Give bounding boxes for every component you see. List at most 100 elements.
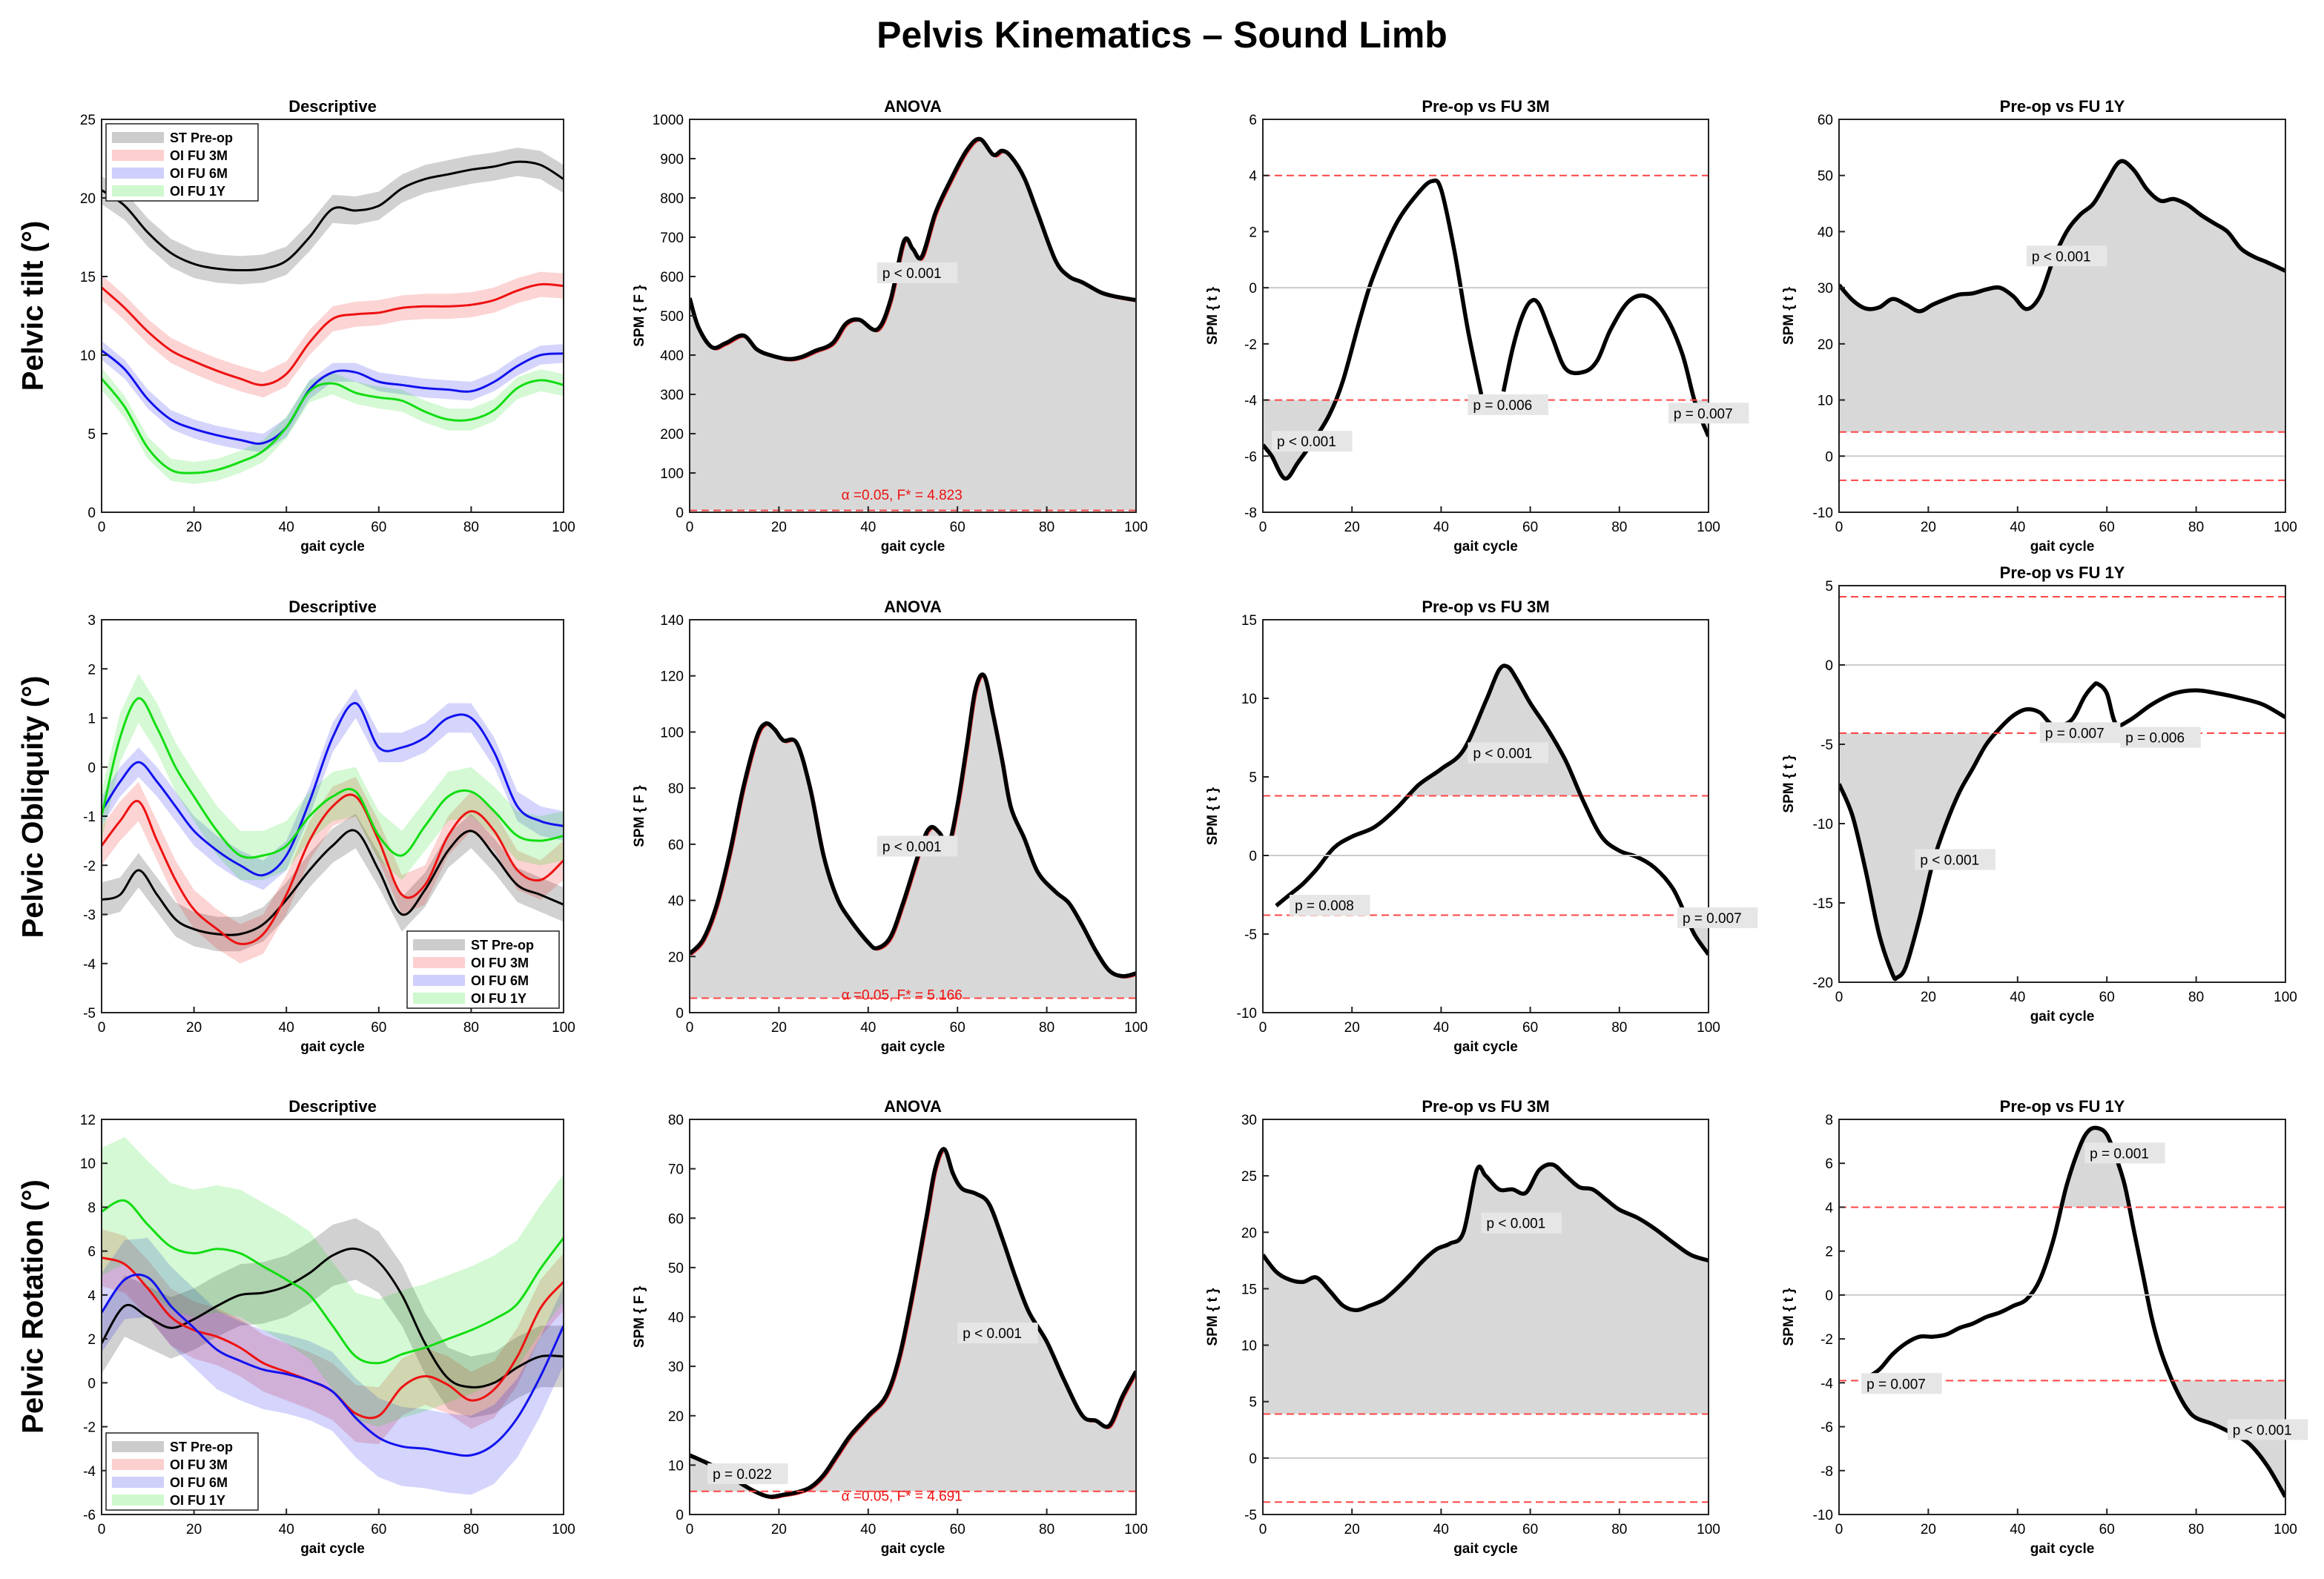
axes-frame xyxy=(689,619,1137,1013)
y-tick-label: 40 xyxy=(1818,225,1833,240)
y-tick-label: 0 xyxy=(1825,658,1833,674)
y-tick-label: 10 xyxy=(80,1156,96,1172)
x-axis-label: gait cycle xyxy=(300,1541,365,1557)
x-tick-label: 80 xyxy=(2188,990,2204,1005)
legend-entry: OI FU 3M xyxy=(170,148,228,163)
chart-rot_1y: Pre-op vs FU 1Y 0 20 40 60 80 100 -10 -8 -6 -4 -2 0 2… xyxy=(1781,1097,2308,1557)
y-tick-label: 0 xyxy=(1825,449,1833,465)
plot-content xyxy=(102,1136,564,1495)
p-value-label: p = 0.006 xyxy=(1468,394,1548,415)
x-tick-label: 40 xyxy=(1433,1020,1449,1036)
y-tick-label: 60 xyxy=(1818,113,1833,128)
spm-curve xyxy=(1839,681,2285,982)
y-tick-label: 900 xyxy=(660,152,684,168)
y-tick-label: -8 xyxy=(1820,1464,1833,1480)
y-tick-label: -5 xyxy=(1244,1508,1257,1523)
x-tick-label: 60 xyxy=(2099,990,2115,1005)
p-value-box xyxy=(2227,1419,2308,1440)
x-tick-label: 40 xyxy=(860,1522,876,1537)
x-tick-label: 100 xyxy=(1124,1020,1148,1036)
y-tick-label: 0 xyxy=(676,1508,684,1523)
y-tick-label: 40 xyxy=(668,894,684,910)
legend-entry: OI FU 6M xyxy=(170,166,228,181)
y-tick-label: 30 xyxy=(1241,1113,1257,1128)
y-tick-label: -3 xyxy=(83,908,96,924)
legend-swatch xyxy=(112,1477,164,1488)
plot-content xyxy=(102,673,564,964)
x-tick-label: 40 xyxy=(1433,1522,1449,1537)
y-tick-label: 5 xyxy=(88,427,96,443)
p-value-label: p < 0.001 xyxy=(1915,849,1995,870)
x-tick-label: 60 xyxy=(371,1522,386,1537)
chart-title: Pre-op vs FU 1Y xyxy=(2000,563,2125,582)
x-tick-label: 60 xyxy=(950,1522,965,1537)
y-tick-label: 0 xyxy=(1249,281,1257,297)
x-tick-label: 60 xyxy=(371,1020,386,1036)
chart-title: Pre-op vs FU 3M xyxy=(1422,1097,1549,1116)
x-axis-label: gait cycle xyxy=(300,1039,365,1055)
p-value-box xyxy=(1481,1212,1562,1234)
x-tick-label: 80 xyxy=(1039,1020,1054,1036)
y-tick-label: -10 xyxy=(1813,1508,1833,1523)
y-axis-label: SPM { F } xyxy=(632,785,647,847)
axes-frame xyxy=(1262,119,1709,513)
y-tick-label: 20 xyxy=(668,1409,684,1425)
p-value-text: p = 0.008 xyxy=(1295,898,1354,914)
x-tick-label: 100 xyxy=(1697,1522,1720,1537)
p-value-box xyxy=(1290,895,1370,916)
x-tick-label: 80 xyxy=(1611,520,1627,535)
x-tick-label: 80 xyxy=(1039,1522,1054,1537)
y-axis-label: SPM { t } xyxy=(1781,286,1797,345)
y-tick-label: -1 xyxy=(83,810,96,825)
x-axis-label: gait cycle xyxy=(881,1541,945,1557)
plot-content xyxy=(690,136,1136,512)
suprathreshold-cluster-0 xyxy=(1408,666,1709,955)
x-tick-label: 0 xyxy=(1259,1522,1267,1537)
y-tick-label: 20 xyxy=(1241,1225,1257,1241)
plot-area xyxy=(1263,620,1709,1013)
plot-area xyxy=(1839,1119,2285,1515)
p-value-text: p < 0.001 xyxy=(882,839,942,855)
suprathreshold-cluster-0 xyxy=(1839,161,2285,432)
chart-title: Pre-op vs FU 3M xyxy=(1422,597,1549,616)
sd-band-oi-fu-1y xyxy=(102,1136,564,1427)
series-line-oi-fu-1y xyxy=(102,377,564,474)
p-value-text: p < 0.001 xyxy=(1920,853,1979,869)
y-tick-label: 60 xyxy=(668,838,684,853)
y-tick-label: 0 xyxy=(88,761,96,776)
legend-swatch xyxy=(413,975,465,986)
p-value-label: p < 0.001 xyxy=(2026,245,2107,267)
figure-title: Pelvis Kinematics – Sound Limb xyxy=(877,14,1447,56)
legend: ST Pre-op OI FU 3M OI FU 6M OI FU 1Y xyxy=(105,1432,259,1511)
axes-frame xyxy=(1838,585,2286,983)
x-axis-label: gait cycle xyxy=(2030,1009,2095,1024)
y-tick-label: -5 xyxy=(1820,738,1833,753)
y-tick-label: 70 xyxy=(668,1162,684,1178)
suprathreshold-cluster-0 xyxy=(690,675,1136,999)
y-tick-label: 6 xyxy=(1249,113,1257,128)
chart-obliq_1y: Pre-op vs FU 1Y 0 20 40 60 80 100 -20 -15 -10 -5 0 5… xyxy=(1781,563,2297,1024)
chart-tilt_desc: Descriptive 0 20 40 60 80 100 0 5 10 15 20 25 gait cy… xyxy=(80,97,575,555)
p-value-box xyxy=(957,1323,1038,1344)
p-value-text: p < 0.001 xyxy=(1473,746,1532,761)
y-tick-label: 30 xyxy=(1818,281,1833,297)
y-tick-label: 60 xyxy=(668,1211,684,1227)
y-tick-label: -5 xyxy=(83,1006,96,1022)
x-tick-label: 0 xyxy=(1835,1522,1843,1537)
legend-swatch xyxy=(112,185,164,196)
y-tick-label: 3 xyxy=(88,613,96,629)
x-tick-label: 20 xyxy=(771,520,787,535)
y-tick-label: 0 xyxy=(88,1376,96,1391)
sd-band-st-pre-op xyxy=(102,1218,564,1418)
y-tick-label: 80 xyxy=(668,781,684,797)
y-tick-label: 1 xyxy=(88,712,96,727)
y-tick-label: -2 xyxy=(83,1420,96,1436)
p-value-text: p = 0.006 xyxy=(1473,398,1532,414)
x-axis-label: gait cycle xyxy=(881,539,945,555)
y-tick-label: -4 xyxy=(1244,394,1257,409)
x-tick-label: 80 xyxy=(1611,1020,1627,1036)
p-value-box xyxy=(1468,394,1548,415)
y-tick-label: 50 xyxy=(668,1261,684,1277)
x-tick-label: 20 xyxy=(1921,520,1936,535)
y-tick-label: -5 xyxy=(1244,927,1257,943)
